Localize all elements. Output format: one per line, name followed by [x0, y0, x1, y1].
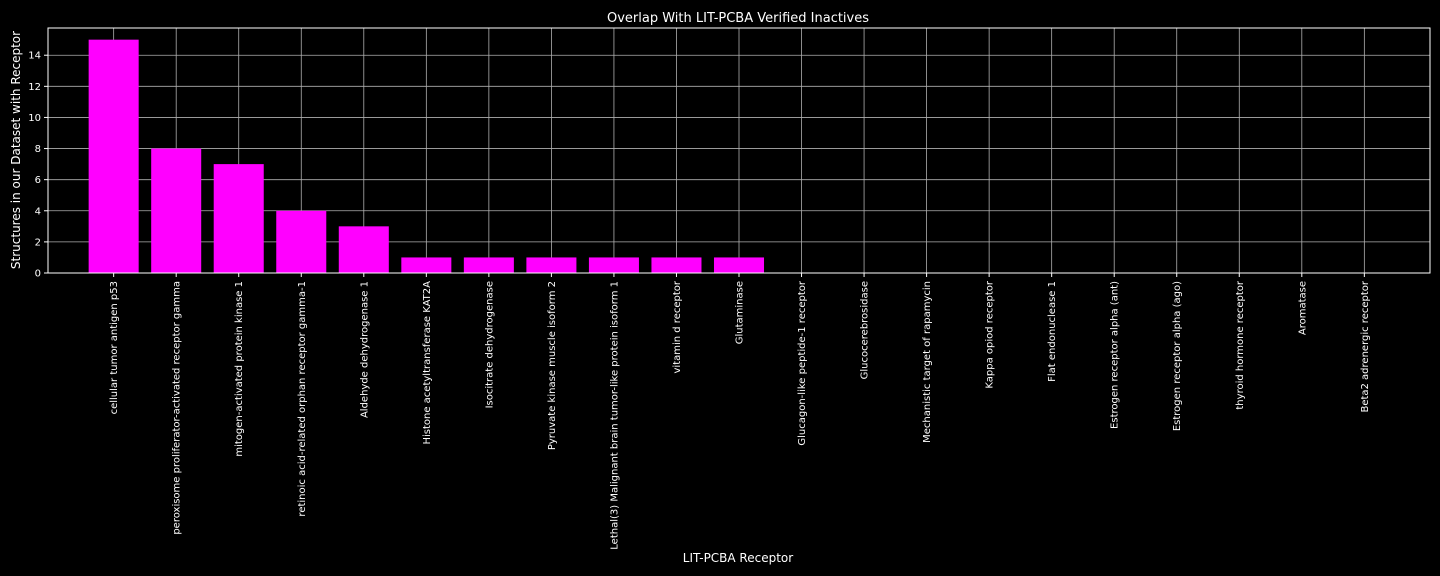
x-tick-label: Estrogen receptor alpha (ant) — [1110, 281, 1121, 429]
x-tick-label: Kappa opiod receptor — [985, 280, 996, 388]
y-tick-label: 0 — [35, 269, 41, 280]
x-tick-label: Aromatase — [1297, 281, 1308, 335]
x-tick-label: Glutaminase — [735, 281, 746, 344]
y-axis-ticks: 0 2 4 6 8 10 12 14 — [28, 51, 48, 280]
bars — [88, 39, 765, 273]
bar — [713, 257, 765, 273]
x-tick-label: Glucocerebrosidase — [860, 281, 871, 379]
y-tick-label: 14 — [28, 51, 41, 62]
x-axis-label: LIT-PCBA Receptor — [683, 551, 793, 565]
x-tick-label: Histone acetyltransferase KAT2A — [422, 281, 433, 445]
x-tick-label: mitogen-activated protein kinase 1 — [234, 281, 245, 457]
y-tick-label: 4 — [35, 206, 41, 217]
x-tick-label: Aldehyde dehydrogenase 1 — [359, 281, 370, 418]
x-tick-label: Lethal(3) Malignant brain tumor-like pro… — [609, 281, 620, 550]
bar — [651, 257, 702, 273]
y-tick-label: 2 — [35, 237, 41, 248]
x-tick-label: Flat endonuclease 1 — [1047, 281, 1058, 382]
y-tick-label: 12 — [28, 82, 41, 93]
x-tick-label: thyroid hormone receptor — [1235, 280, 1246, 409]
x-axis-ticks: cellular tumor antigen p53 peroxisome pro… — [109, 273, 1371, 550]
bar — [276, 210, 327, 273]
x-tick-label: retinoic acid-related orphan receptor ga… — [297, 281, 308, 517]
y-tick-label: 8 — [35, 144, 41, 155]
bar — [588, 257, 639, 273]
bar — [151, 148, 202, 273]
x-tick-label: Glucagon-like peptide-1 receptor — [797, 280, 808, 446]
x-tick-label: peroxisome proliferator-activated recept… — [172, 281, 183, 535]
y-tick-label: 10 — [28, 113, 41, 124]
bar — [213, 164, 264, 273]
bar — [401, 257, 452, 273]
y-axis-label: Structures in our Dataset with Receptor — [9, 31, 23, 269]
chart-title: Overlap With LIT-PCBA Verified Inactives — [607, 11, 869, 26]
y-tick-label: 6 — [35, 175, 41, 186]
bar — [338, 226, 389, 273]
x-tick-label: vitamin d receptor — [672, 280, 683, 373]
x-tick-label: Pyruvate kinase muscle isoform 2 — [547, 281, 558, 450]
x-tick-label: Estrogen receptor alpha (ago) — [1172, 281, 1183, 431]
x-tick-label: Beta2 adrenergic receptor — [1360, 280, 1371, 412]
x-tick-label: Isocitrate dehydrogenase — [484, 281, 495, 408]
bar — [526, 257, 577, 273]
x-tick-label: cellular tumor antigen p53 — [109, 281, 120, 414]
x-tick-label: Mechanistic target of rapamycin — [922, 281, 933, 443]
bar — [88, 39, 139, 273]
bar — [463, 257, 514, 273]
